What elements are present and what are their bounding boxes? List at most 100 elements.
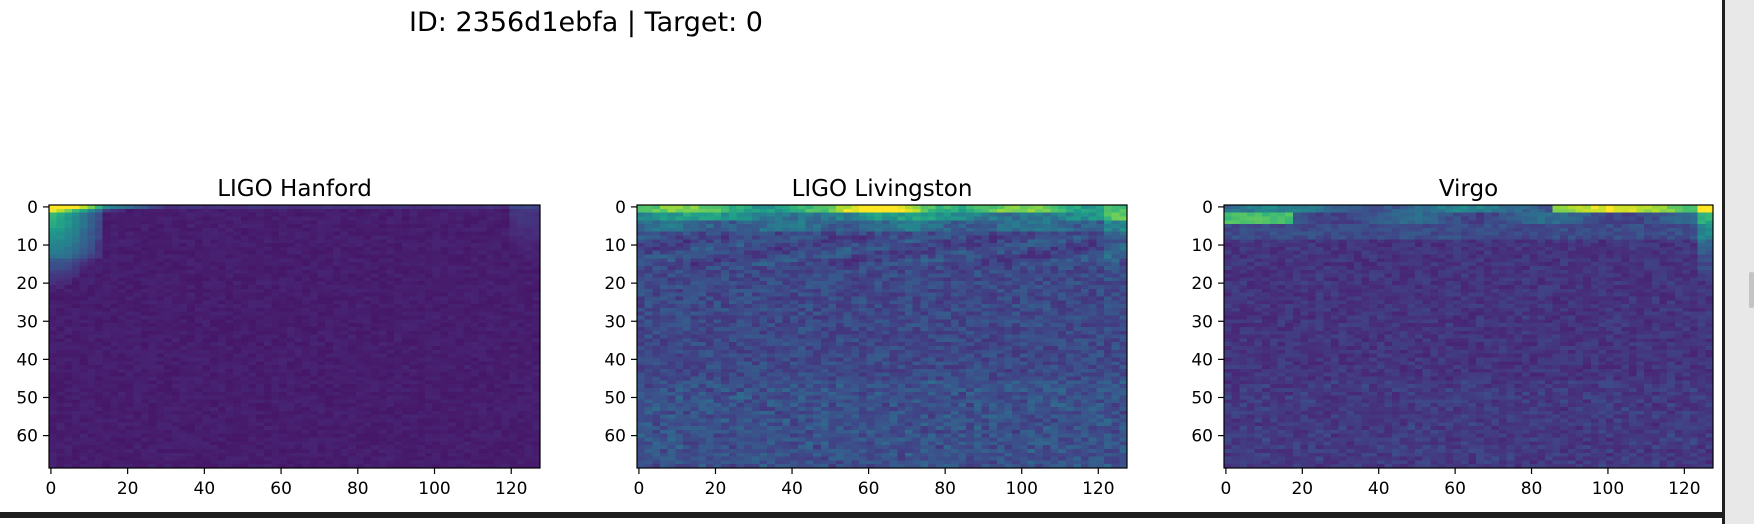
heatmap-cell (325, 372, 334, 378)
heatmap-cell (455, 281, 464, 286)
heatmap-cell (179, 296, 188, 301)
heatmap-cell (286, 384, 295, 389)
heatmap-cell (309, 342, 319, 347)
heatmap-cell (317, 365, 326, 370)
heatmap-cell (1042, 208, 1051, 214)
heatmap-cell (493, 395, 503, 400)
heatmap-cell (271, 220, 280, 225)
heatmap-cell (516, 384, 526, 389)
heatmap-cell (141, 205, 150, 210)
heatmap-cell (470, 410, 480, 416)
heatmap-cell (263, 399, 272, 404)
heatmap-cell (194, 441, 203, 446)
heatmap-cell (447, 338, 457, 343)
heatmap-cell (64, 277, 73, 282)
heatmap-cell (401, 281, 411, 286)
heatmap-cell (125, 235, 134, 240)
heatmap-cell (371, 231, 380, 236)
heatmap-cell (156, 258, 165, 263)
heatmap-cell (217, 368, 226, 374)
heatmap-cell (79, 205, 88, 210)
heatmap-cell (348, 464, 357, 469)
heatmap-cell (417, 460, 426, 465)
heatmap-cell (432, 433, 441, 439)
heatmap-cell (447, 330, 457, 336)
heatmap-cell (87, 212, 96, 217)
heatmap-cell (79, 224, 88, 229)
heatmap-cell (79, 399, 88, 404)
heatmap-cell (509, 224, 518, 229)
heatmap-cell (470, 346, 480, 351)
heatmap-cell (501, 403, 510, 408)
heatmap-cell (263, 212, 272, 217)
heatmap-cell (217, 414, 226, 419)
heatmap-cell (118, 311, 127, 317)
heatmap-cell (179, 437, 188, 442)
heatmap-cell (455, 326, 464, 332)
heatmap-cell (309, 372, 319, 378)
heatmap-cell (851, 212, 860, 217)
heatmap-cell (920, 224, 929, 229)
heatmap-cell (110, 338, 119, 343)
heatmap-cell (486, 246, 495, 252)
heatmap-cell (64, 254, 73, 259)
heatmap-cell (141, 384, 150, 389)
heatmap-cell (1111, 212, 1120, 217)
heatmap-cell (325, 323, 334, 328)
heatmap-cell (378, 395, 388, 400)
heatmap-cell (64, 292, 73, 297)
heatmap-cell (110, 418, 119, 423)
heatmap-cell (233, 353, 242, 358)
heatmap-cell (355, 441, 365, 446)
heatmap-cell (744, 235, 753, 240)
heatmap-cell (194, 399, 203, 404)
heatmap-cell (355, 326, 365, 332)
heatmap-cell (973, 224, 983, 229)
heatmap-cell (225, 281, 234, 286)
heatmap-cell (141, 227, 150, 233)
heatmap-cell (286, 399, 295, 404)
heatmap-cell (263, 353, 272, 358)
heatmap-cell (79, 262, 88, 267)
heatmap-cell (72, 376, 81, 381)
heatmap-cell (935, 220, 944, 225)
heatmap-cell (225, 357, 234, 362)
heatmap-cell (179, 319, 188, 324)
heatmap-cell (371, 365, 380, 370)
heatmap-cell (690, 235, 699, 240)
heatmap-cell (401, 254, 411, 259)
heatmap-cell (386, 246, 395, 252)
heatmap-cell (95, 349, 104, 355)
heatmap-cell (447, 349, 457, 355)
heatmap-cell (294, 372, 303, 378)
heatmap-cell (394, 323, 403, 328)
heatmap-cell (417, 387, 426, 393)
heatmap-cell (225, 349, 234, 355)
heatmap-cell (156, 250, 165, 256)
heatmap-cell (225, 285, 234, 290)
heatmap-cell (187, 254, 196, 259)
heatmap-cell (532, 330, 541, 336)
heatmap-cell (49, 243, 58, 248)
heatmap-cell (256, 464, 265, 469)
heatmap-cell (118, 212, 127, 217)
heatmap-cell (394, 441, 403, 446)
heatmap-cell (386, 452, 395, 458)
heatmap-cell (194, 433, 203, 439)
heatmap-cell (516, 311, 526, 317)
heatmap-cell (179, 414, 188, 419)
heatmap-cell (171, 342, 180, 347)
heatmap-cell (386, 292, 395, 297)
heatmap-cell (56, 441, 65, 446)
heatmap-cell (532, 433, 541, 439)
heatmap-cell (378, 426, 388, 431)
heatmap-cell (102, 353, 111, 358)
heatmap-cell (340, 380, 349, 385)
heatmap-cell (49, 346, 58, 351)
heatmap-cell (309, 326, 319, 332)
heatmap-cell (386, 330, 395, 336)
heatmap-cell (148, 307, 157, 313)
heatmap-cell (675, 212, 684, 217)
heatmap-cell (371, 246, 380, 252)
heatmap-cell (233, 277, 242, 282)
